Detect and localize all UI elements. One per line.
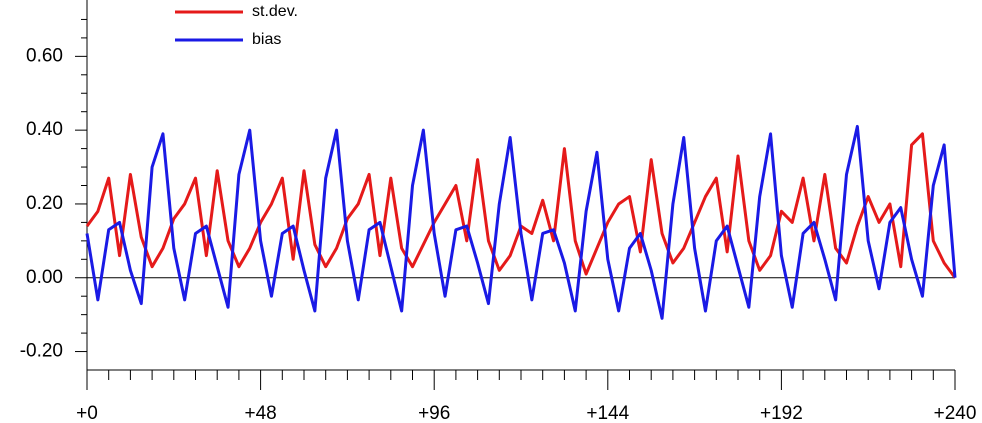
x-tick-label: +0 <box>76 403 98 423</box>
x-tick-label: +144 <box>586 403 629 423</box>
legend-label: bias <box>252 31 281 48</box>
series-line <box>85 124 957 320</box>
y-tick-label: 0.60 <box>26 45 63 66</box>
x-tick-label: +48 <box>244 403 276 423</box>
y-tick-label: 0.20 <box>26 193 63 214</box>
x-tick-label: +96 <box>418 403 450 423</box>
y-tick-label: 0.00 <box>26 267 63 288</box>
legend: st.dev. bias <box>175 3 298 48</box>
x-tick-label: +240 <box>934 403 977 423</box>
legend-label: st.dev. <box>252 3 298 20</box>
x-tick-label: +192 <box>760 403 803 423</box>
y-tick-label: 0.40 <box>26 119 63 140</box>
y-tick-label: -0.20 <box>20 341 63 362</box>
